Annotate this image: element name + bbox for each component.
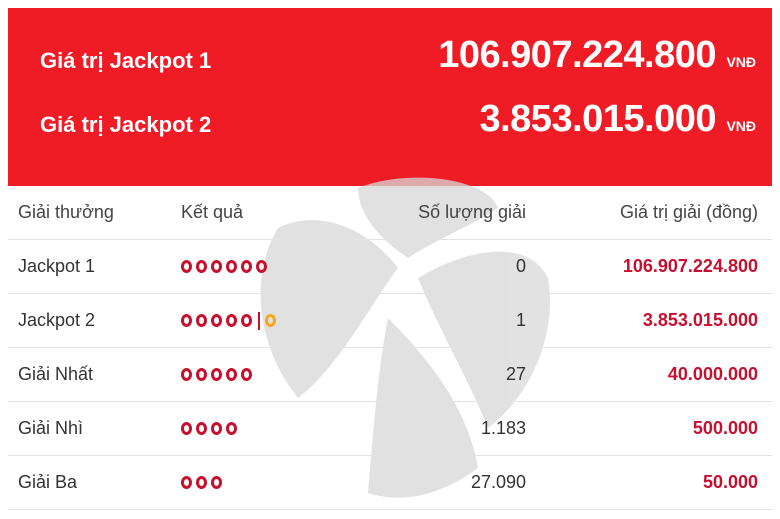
jackpot-2-value: 3.853.015.000	[479, 98, 716, 140]
table-row: Giải Nhất 27 40.000.000	[8, 348, 772, 402]
prize-value: 500.000	[692, 418, 758, 438]
ball-icon	[226, 260, 237, 273]
ball-icon	[196, 476, 207, 489]
prize-value: 50.000	[702, 472, 758, 492]
jackpot-1-row: Giá trị Jackpot 1 106.907.224.800 VNĐ	[8, 30, 772, 90]
prize-name: Jackpot 2	[18, 310, 96, 330]
separator	[258, 311, 260, 330]
prize-name: Giải Ba	[18, 472, 78, 492]
prize-value: 3.853.015.000	[642, 310, 758, 330]
ball-icon	[181, 260, 192, 273]
header-count: Số lượng giải	[418, 202, 526, 222]
jackpot-1-currency: VNĐ	[726, 54, 756, 70]
ball-icon	[196, 422, 207, 435]
ball-icon	[211, 422, 222, 435]
ball-icon	[226, 368, 237, 381]
ball-icon	[226, 422, 237, 435]
result-balls	[181, 348, 256, 401]
ball-icon	[211, 368, 222, 381]
table-row: Jackpot 2 1 3.853.015.000	[8, 294, 772, 348]
table-row: Giải Nhì 1.183 500.000	[8, 402, 772, 456]
header-result: Kết quả	[181, 202, 244, 222]
ball-icon	[241, 314, 252, 327]
header-value: Giá trị giải (đồng)	[619, 202, 758, 222]
ball-icon	[196, 368, 207, 381]
results-table: Giải thưởng Kết quả Số lượng giải Giá tr…	[8, 186, 772, 510]
jackpot-2-row: Giá trị Jackpot 2 3.853.015.000 VNĐ	[8, 94, 772, 154]
ball-icon	[226, 314, 237, 327]
result-balls	[181, 456, 226, 509]
ball-icon	[196, 314, 207, 327]
table-header-row: Giải thưởng Kết quả Số lượng giải Giá tr…	[8, 186, 772, 240]
jackpot-1-label: Giá trị Jackpot 1	[40, 48, 212, 73]
ball-icon	[181, 476, 192, 489]
ball-icon	[241, 260, 252, 273]
ball-icon	[211, 476, 222, 489]
ball-icon	[256, 260, 267, 273]
prize-count: 27	[505, 364, 526, 384]
prize-count: 0	[515, 256, 526, 276]
prize-count: 1	[515, 310, 526, 330]
result-balls	[181, 402, 241, 455]
prize-name: Giải Nhì	[18, 418, 84, 438]
jackpot-panel: Giá trị Jackpot 1 106.907.224.800 VNĐ Gi…	[8, 8, 772, 186]
special-ball-icon	[265, 314, 276, 327]
jackpot-2-label: Giá trị Jackpot 2	[40, 112, 212, 137]
ball-icon	[181, 368, 192, 381]
table-row: Jackpot 1 0 106.907.224.800	[8, 240, 772, 294]
ball-icon	[196, 260, 207, 273]
header-prize: Giải thưởng	[18, 202, 114, 222]
table-row: Giải Ba 27.090 50.000	[8, 456, 772, 510]
result-balls	[181, 294, 280, 347]
ball-icon	[211, 314, 222, 327]
ball-icon	[181, 314, 192, 327]
ball-icon	[181, 422, 192, 435]
result-balls	[181, 240, 271, 293]
table-body: Jackpot 1 0 106.907.224.800 Jackpot 2 1 3.853…	[8, 240, 772, 510]
jackpot-2-currency: VNĐ	[726, 118, 756, 134]
ball-icon	[211, 260, 222, 273]
prize-count: 1.183	[480, 418, 526, 438]
prize-name: Giải Nhất	[18, 364, 94, 384]
jackpot-1-value: 106.907.224.800	[438, 34, 716, 76]
lottery-results-card: Giá trị Jackpot 1 106.907.224.800 VNĐ Gi…	[8, 8, 772, 511]
prize-value: 40.000.000	[667, 364, 758, 384]
ball-icon	[241, 368, 252, 381]
prize-value: 106.907.224.800	[622, 256, 758, 276]
prize-count: 27.090	[470, 472, 526, 492]
prize-name: Jackpot 1	[18, 256, 96, 276]
